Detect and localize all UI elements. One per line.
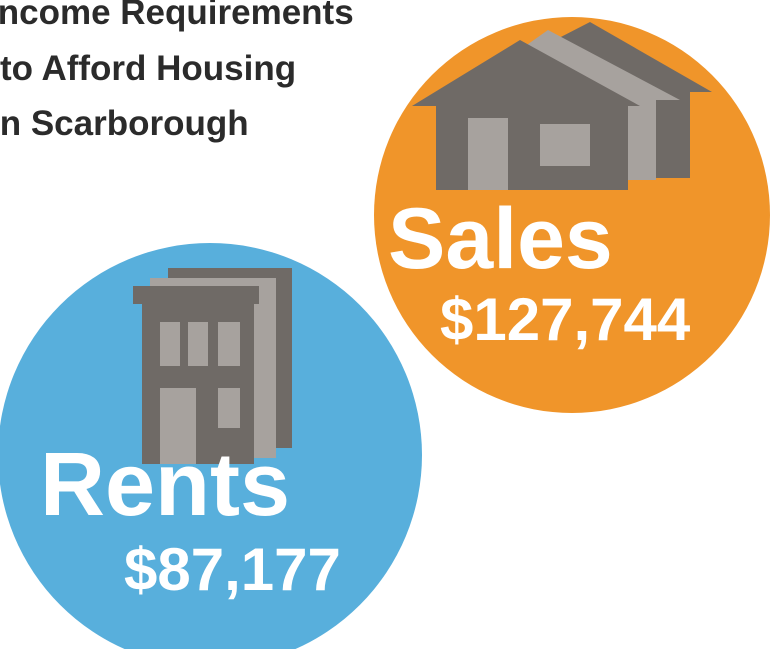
- rents-amount: $87,177: [124, 536, 341, 603]
- sales-label: Sales: [388, 191, 613, 287]
- title-line: Income Requirements: [0, 0, 354, 32]
- sales-amount: $127,744: [440, 286, 691, 353]
- building-icon: [133, 268, 292, 464]
- title-line: in Scarborough: [0, 104, 249, 143]
- rents-label: Rents: [40, 435, 290, 535]
- house-icon: [412, 22, 712, 190]
- title-line: to Afford Housing: [0, 49, 296, 88]
